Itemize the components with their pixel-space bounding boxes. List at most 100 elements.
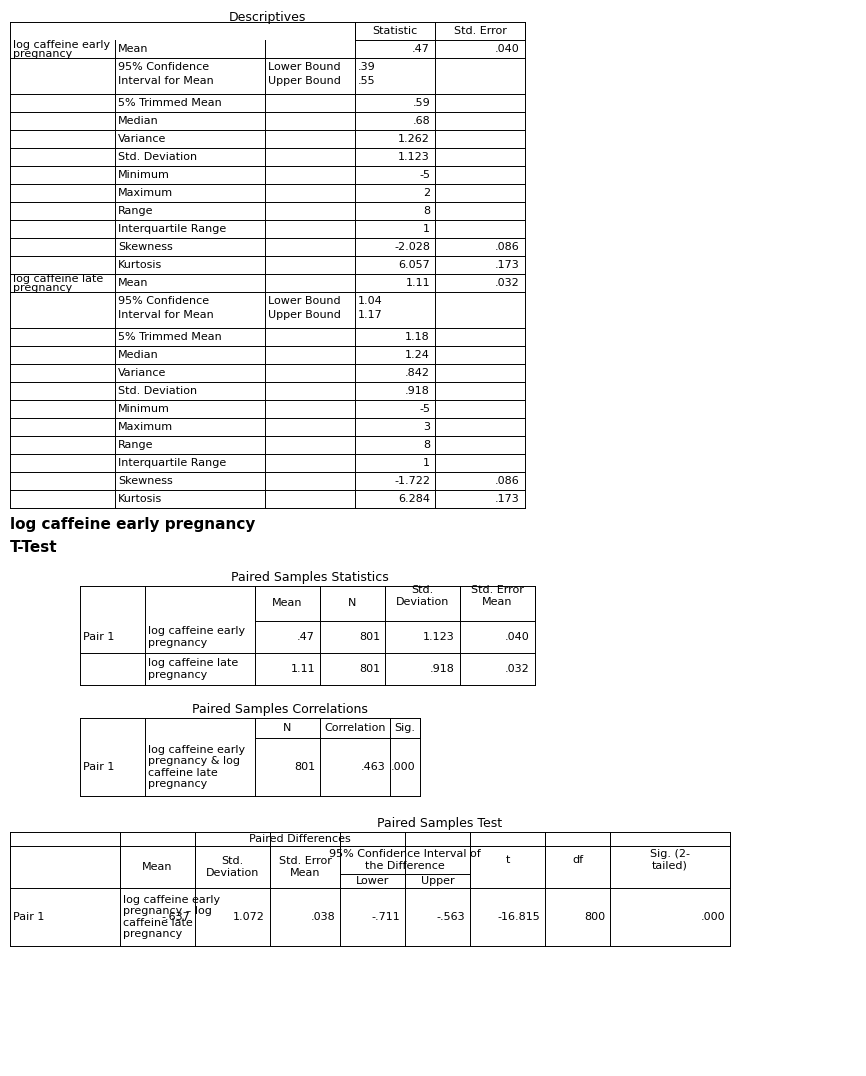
Text: 8: 8 xyxy=(423,440,430,450)
Text: Sig. (2-
tailed): Sig. (2- tailed) xyxy=(650,849,690,870)
Text: Range: Range xyxy=(118,206,153,216)
Text: 5% Trimmed Mean: 5% Trimmed Mean xyxy=(118,332,222,342)
Text: Kurtosis: Kurtosis xyxy=(118,494,162,504)
Text: .55: .55 xyxy=(358,76,376,86)
Text: Sig.: Sig. xyxy=(395,723,416,733)
Text: .038: .038 xyxy=(310,912,335,922)
Text: Mean: Mean xyxy=(118,278,148,288)
Text: Upper: Upper xyxy=(421,876,455,886)
Text: Std. Deviation: Std. Deviation xyxy=(118,152,197,162)
Text: Variance: Variance xyxy=(118,134,166,144)
Text: Paired Differences: Paired Differences xyxy=(249,834,351,844)
Text: .918: .918 xyxy=(405,386,430,396)
Text: Mean: Mean xyxy=(142,862,172,872)
Text: Mean: Mean xyxy=(272,598,303,608)
Text: Paired Samples Statistics: Paired Samples Statistics xyxy=(231,571,389,584)
Text: -1.722: -1.722 xyxy=(394,476,430,486)
Text: .000: .000 xyxy=(391,762,415,771)
Text: Std. Error: Std. Error xyxy=(454,26,507,36)
Text: .040: .040 xyxy=(505,632,530,642)
Text: 800: 800 xyxy=(584,912,605,922)
Text: 1.262: 1.262 xyxy=(398,134,430,144)
Text: Lower Bound: Lower Bound xyxy=(268,296,340,306)
Text: -5: -5 xyxy=(419,404,430,414)
Text: t: t xyxy=(506,855,510,865)
Text: .173: .173 xyxy=(495,494,520,504)
Text: 95% Confidence: 95% Confidence xyxy=(118,296,209,306)
Text: Variance: Variance xyxy=(118,368,166,378)
Text: 1.18: 1.18 xyxy=(405,332,430,342)
Text: Pair 1: Pair 1 xyxy=(83,762,114,771)
Text: .463: .463 xyxy=(360,762,385,771)
Text: .68: .68 xyxy=(412,116,430,126)
Text: 3: 3 xyxy=(423,422,430,431)
Text: 1.123: 1.123 xyxy=(423,632,455,642)
Text: log caffeine early
pregnancy – log
caffeine late
pregnancy: log caffeine early pregnancy – log caffe… xyxy=(123,894,220,939)
Text: .086: .086 xyxy=(495,476,520,486)
Text: 1.04: 1.04 xyxy=(358,296,383,306)
Text: Statistic: Statistic xyxy=(372,26,417,36)
Text: 1.17: 1.17 xyxy=(358,310,383,320)
Text: .59: .59 xyxy=(412,98,430,108)
Text: Interval for Mean: Interval for Mean xyxy=(118,76,214,86)
Text: 1: 1 xyxy=(423,458,430,468)
Text: .032: .032 xyxy=(495,278,520,288)
Text: Maximum: Maximum xyxy=(118,188,173,198)
Text: log caffeine late: log caffeine late xyxy=(13,274,103,284)
Text: Std. Error
Mean: Std. Error Mean xyxy=(279,856,332,878)
Text: 1: 1 xyxy=(423,224,430,233)
Text: Interval for Mean: Interval for Mean xyxy=(118,310,214,320)
Text: 1.072: 1.072 xyxy=(233,912,265,922)
Text: .842: .842 xyxy=(405,368,430,378)
Text: Kurtosis: Kurtosis xyxy=(118,260,162,270)
Text: .040: .040 xyxy=(495,44,520,54)
Text: Upper Bound: Upper Bound xyxy=(268,310,341,320)
Text: -.637: -.637 xyxy=(161,912,190,922)
Text: log caffeine early: log caffeine early xyxy=(13,40,110,49)
Text: 801: 801 xyxy=(294,762,315,771)
Text: pregnancy: pregnancy xyxy=(13,283,72,293)
Text: Std. Deviation: Std. Deviation xyxy=(118,386,197,396)
Text: 2: 2 xyxy=(423,188,430,198)
Text: Range: Range xyxy=(118,440,153,450)
Text: Skewness: Skewness xyxy=(118,242,172,252)
Text: .47: .47 xyxy=(297,632,315,642)
Text: Paired Samples Correlations: Paired Samples Correlations xyxy=(192,704,368,717)
Text: 1.24: 1.24 xyxy=(405,350,430,360)
Text: .086: .086 xyxy=(495,242,520,252)
Text: -.563: -.563 xyxy=(436,912,465,922)
Text: Interquartile Range: Interquartile Range xyxy=(118,224,226,233)
Text: log caffeine early
pregnancy & log
caffeine late
pregnancy: log caffeine early pregnancy & log caffe… xyxy=(148,745,245,790)
Text: .000: .000 xyxy=(701,912,725,922)
Text: .918: .918 xyxy=(430,664,455,674)
Text: 1.11: 1.11 xyxy=(405,278,430,288)
Text: Pair 1: Pair 1 xyxy=(83,632,114,642)
Text: Minimum: Minimum xyxy=(118,170,170,180)
Text: Lower Bound: Lower Bound xyxy=(268,62,340,72)
Text: 6.057: 6.057 xyxy=(398,260,430,270)
Text: 801: 801 xyxy=(359,664,380,674)
Text: df: df xyxy=(572,855,583,865)
Text: .173: .173 xyxy=(495,260,520,270)
Text: Paired Samples Test: Paired Samples Test xyxy=(378,818,502,831)
Text: Interquartile Range: Interquartile Range xyxy=(118,458,226,468)
Text: Upper Bound: Upper Bound xyxy=(268,76,341,86)
Text: -16.815: -16.815 xyxy=(497,912,540,922)
Text: Minimum: Minimum xyxy=(118,404,170,414)
Text: 6.284: 6.284 xyxy=(398,494,430,504)
Text: -5: -5 xyxy=(419,170,430,180)
Text: Median: Median xyxy=(118,116,158,126)
Text: 1.11: 1.11 xyxy=(290,664,315,674)
Text: 95% Confidence Interval of
the Difference: 95% Confidence Interval of the Differenc… xyxy=(329,849,481,870)
Text: Std.
Deviation: Std. Deviation xyxy=(206,856,259,878)
Text: .47: .47 xyxy=(412,44,430,54)
Text: Correlation: Correlation xyxy=(324,723,385,733)
Text: 8: 8 xyxy=(423,206,430,216)
Text: N: N xyxy=(283,723,292,733)
Text: 95% Confidence: 95% Confidence xyxy=(118,62,209,72)
Text: .032: .032 xyxy=(505,664,530,674)
Text: log caffeine late
pregnancy: log caffeine late pregnancy xyxy=(148,659,238,680)
Text: N: N xyxy=(348,598,357,608)
Text: Mean: Mean xyxy=(118,44,148,54)
Text: Std.
Deviation: Std. Deviation xyxy=(396,585,449,607)
